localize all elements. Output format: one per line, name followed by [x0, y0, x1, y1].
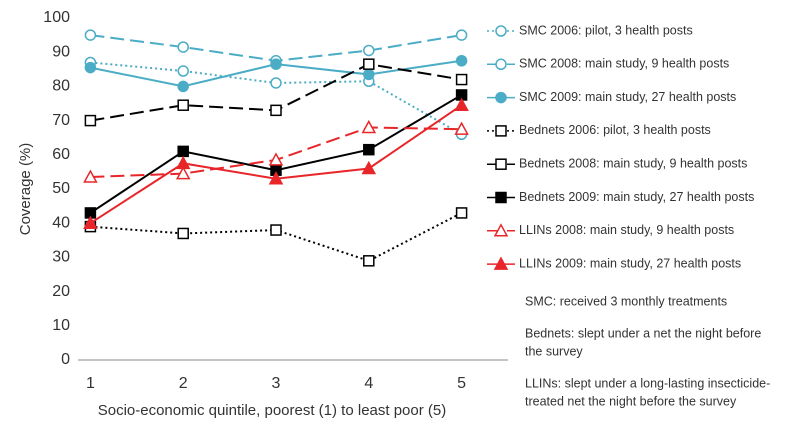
marker: [83, 215, 98, 229]
y-tick-label: 30: [52, 249, 70, 266]
y-tick-label: 80: [52, 78, 70, 95]
x-tick-label: 4: [364, 375, 373, 392]
y-tick-label: 40: [52, 214, 70, 231]
marker: [493, 223, 509, 237]
marker: [455, 73, 468, 86]
marker: [177, 80, 189, 93]
marker: [361, 119, 377, 134]
marker: [175, 166, 191, 180]
y-tick-label: 60: [52, 146, 70, 163]
marker: [270, 104, 282, 117]
marker: [270, 224, 282, 236]
legend-label: SMC 2006: pilot, 3 health posts: [519, 23, 693, 37]
legend-label: LLINs 2008: main study, 9 health posts: [519, 223, 734, 237]
y-tick-label: 100: [43, 9, 70, 26]
legend-label: SMC 2008: main study, 9 health posts: [519, 57, 729, 71]
marker: [268, 171, 284, 185]
note: LLINs: slept under a long-lasting insect…: [525, 376, 770, 390]
marker: [177, 41, 189, 53]
marker: [177, 99, 189, 111]
marker: [495, 125, 507, 137]
marker: [177, 145, 189, 158]
marker: [454, 121, 469, 135]
y-tick-label: 10: [52, 317, 70, 334]
marker: [363, 68, 375, 81]
marker: [455, 55, 468, 67]
marker: [177, 227, 189, 240]
x-axis-title: Socio-economic quintile, poorest (1) to …: [98, 402, 447, 419]
y-axis-title: Coverage (%): [17, 143, 34, 236]
marker: [363, 255, 375, 267]
x-tick-label: 2: [179, 375, 188, 392]
marker: [495, 58, 507, 71]
marker: [83, 169, 98, 183]
note: treated net the night before the survey: [525, 394, 737, 408]
y-tick-label: 90: [52, 43, 70, 60]
legend-label: Bednets 2006: pilot, 3 health posts: [519, 123, 711, 137]
marker: [84, 114, 97, 127]
legend-label: Bednets 2008: main study, 9 health posts: [519, 156, 747, 170]
marker: [495, 25, 507, 37]
note: Bednets: slept under a net the night bef…: [525, 326, 761, 340]
marker: [268, 152, 284, 166]
y-tick-label: 20: [52, 283, 70, 300]
y-tick-label: 0: [61, 351, 70, 368]
marker: [177, 65, 189, 77]
marker: [495, 191, 507, 204]
note: SMC: received 3 monthly treatments: [525, 294, 727, 308]
marker: [361, 160, 377, 175]
legend-label: SMC 2009: main study, 27 health posts: [519, 90, 736, 104]
marker: [270, 77, 282, 89]
marker: [495, 91, 507, 104]
marker: [363, 44, 375, 57]
marker: [495, 158, 507, 170]
series-line: [90, 212, 463, 262]
marker: [270, 58, 282, 70]
note: the survey: [525, 344, 583, 358]
series-line: [90, 61, 463, 136]
marker: [175, 155, 191, 170]
marker: [363, 58, 375, 70]
x-tick-label: 5: [457, 375, 466, 392]
y-tick-label: 50: [52, 180, 70, 197]
marker: [84, 61, 97, 74]
marker: [454, 97, 469, 111]
marker: [455, 29, 468, 41]
legend-label: LLINs 2009: main study, 27 health posts: [519, 256, 741, 270]
marker: [84, 29, 97, 41]
marker: [455, 207, 468, 219]
marker: [363, 143, 375, 156]
x-tick-label: 3: [272, 375, 281, 392]
legend-label: Bednets 2009: main study, 27 health post…: [519, 190, 754, 204]
y-tick-label: 70: [52, 112, 70, 129]
x-tick-label: 1: [86, 375, 95, 392]
marker: [493, 256, 509, 270]
